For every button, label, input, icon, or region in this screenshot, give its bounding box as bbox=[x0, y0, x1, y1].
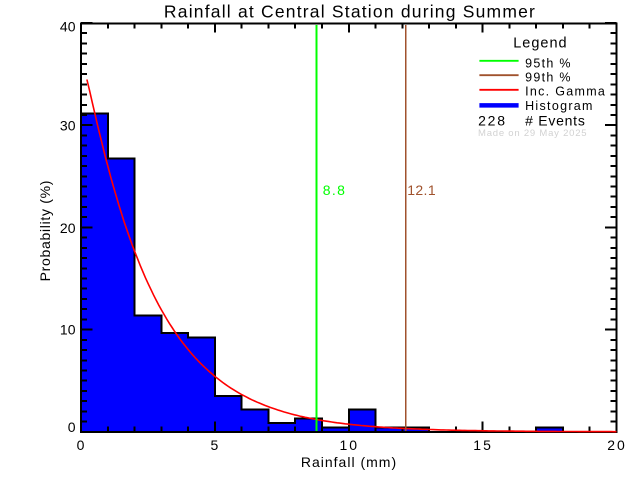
svg-text:99th %: 99th % bbox=[525, 71, 572, 85]
svg-text:20: 20 bbox=[607, 437, 627, 453]
svg-text:228: 228 bbox=[478, 113, 507, 129]
svg-text:15: 15 bbox=[473, 437, 493, 453]
svg-text:8.8: 8.8 bbox=[323, 182, 346, 198]
svg-text:Histogram: Histogram bbox=[525, 99, 594, 113]
svg-text:Probability (%): Probability (%) bbox=[37, 180, 53, 282]
svg-text:# Events: # Events bbox=[525, 113, 585, 129]
svg-text:95th %: 95th % bbox=[525, 57, 572, 71]
svg-text:40: 40 bbox=[60, 19, 76, 35]
svg-text:10: 10 bbox=[60, 322, 76, 338]
svg-text:10: 10 bbox=[340, 437, 360, 453]
svg-text:0: 0 bbox=[77, 437, 87, 453]
svg-text:Inc. Gamma: Inc. Gamma bbox=[525, 85, 606, 99]
svg-text:20: 20 bbox=[60, 220, 76, 236]
svg-text:Rainfall (mm): Rainfall (mm) bbox=[301, 454, 397, 470]
svg-text:Made on 29 May 2025: Made on 29 May 2025 bbox=[478, 128, 587, 139]
svg-text:5: 5 bbox=[211, 437, 221, 453]
svg-text:30: 30 bbox=[60, 118, 76, 134]
svg-text:12.1: 12.1 bbox=[407, 182, 436, 198]
svg-text:Legend: Legend bbox=[513, 35, 567, 51]
svg-text:Rainfall at Central Station du: Rainfall at Central Station during Summe… bbox=[164, 2, 536, 22]
svg-text:0: 0 bbox=[68, 419, 76, 435]
